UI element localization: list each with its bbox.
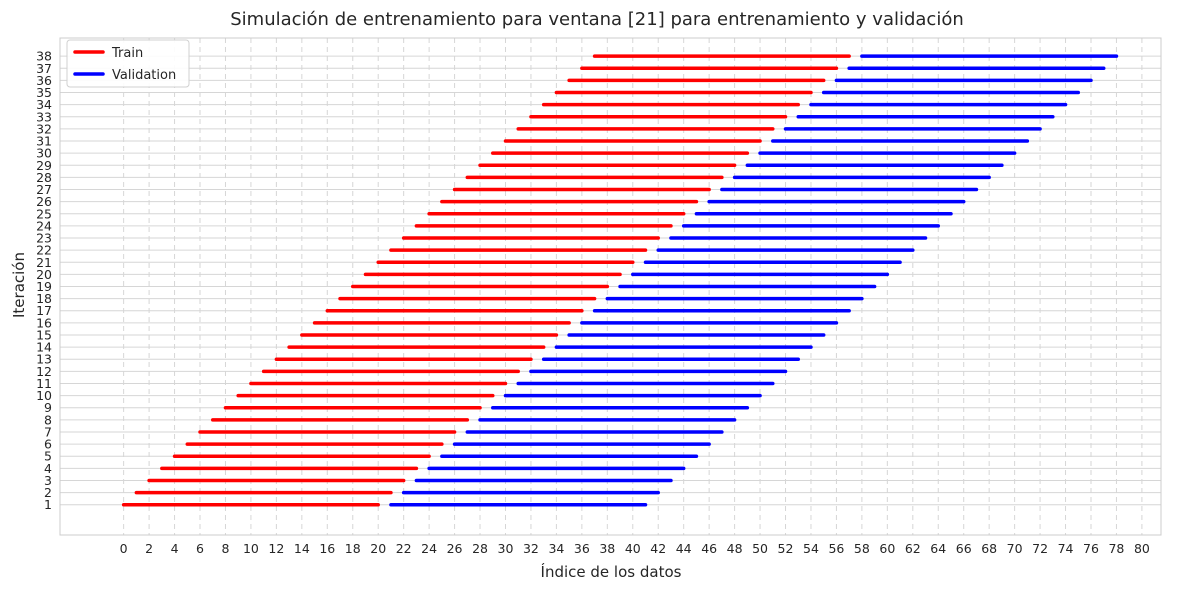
x-tick-label: 40 — [625, 541, 641, 556]
y-tick-label: 38 — [36, 49, 52, 64]
y-tick-label: 17 — [36, 303, 52, 318]
y-tick-label: 8 — [44, 412, 52, 427]
x-tick-label: 42 — [650, 541, 666, 556]
y-tick-label: 25 — [36, 206, 52, 221]
y-tick-label: 32 — [36, 121, 52, 136]
x-tick-label: 34 — [548, 541, 564, 556]
x-tick-label: 78 — [1108, 541, 1124, 556]
segments — [121, 54, 1119, 507]
x-tick-label: 60 — [879, 541, 895, 556]
y-tick-label: 16 — [36, 315, 52, 330]
y-tick-label: 18 — [36, 291, 52, 306]
x-tick-label: 38 — [599, 541, 615, 556]
x-tick-label: 80 — [1134, 541, 1150, 556]
y-tick-label: 7 — [44, 424, 52, 439]
y-tick-label: 1 — [44, 497, 52, 512]
y-tick-label: 3 — [44, 473, 52, 488]
x-tick-label: 46 — [701, 541, 717, 556]
y-axis-label: Iteración — [10, 252, 28, 318]
grid — [60, 38, 1161, 535]
x-tick-label: 36 — [574, 541, 590, 556]
y-tick-label: 14 — [36, 340, 52, 355]
y-tick-label: 19 — [36, 279, 52, 294]
plot-frame — [59, 37, 1162, 536]
y-tick-label: 26 — [36, 194, 52, 209]
x-tick-label: 30 — [498, 541, 514, 556]
y-tick-label: 35 — [36, 85, 52, 100]
series-validation — [389, 54, 1119, 507]
x-tick-label: 22 — [396, 541, 412, 556]
x-ticks: 0 2 4 6 8 10 12 14 16 18 20 22 24 26 28 30 32 34 36 38 40 42 4… — [120, 541, 1150, 556]
x-axis-label: Índice de los datos — [541, 562, 682, 581]
y-tick-label: 23 — [36, 231, 52, 246]
y-tick-label: 33 — [36, 109, 52, 124]
x-tick-label: 0 — [120, 541, 128, 556]
y-tick-label: 9 — [44, 400, 52, 415]
y-tick-label: 36 — [36, 73, 52, 88]
legend: Train Validation — [66, 39, 190, 88]
y-ticks: 1234567891011121314151617181920212223242… — [36, 49, 52, 513]
x-tick-label: 24 — [421, 541, 437, 556]
x-tick-label: 10 — [243, 541, 259, 556]
y-tick-label: 29 — [36, 158, 52, 173]
legend-label-validation: Validation — [112, 68, 176, 83]
x-tick-label: 16 — [319, 541, 335, 556]
x-tick-label: 18 — [345, 541, 361, 556]
x-tick-label: 62 — [905, 541, 921, 556]
x-tick-label: 70 — [1007, 541, 1023, 556]
y-tick-label: 34 — [36, 97, 52, 112]
x-tick-label: 58 — [854, 541, 870, 556]
x-tick-label: 56 — [828, 541, 844, 556]
x-tick-label: 48 — [727, 541, 743, 556]
y-tick-label: 15 — [36, 327, 52, 342]
y-tick-label: 4 — [44, 461, 52, 476]
x-tick-label: 14 — [294, 541, 310, 556]
x-tick-label: 12 — [268, 541, 284, 556]
x-tick-label: 74 — [1058, 541, 1074, 556]
y-tick-label: 37 — [36, 61, 52, 76]
y-tick-label: 20 — [36, 267, 52, 282]
y-tick-label: 28 — [36, 170, 52, 185]
x-tick-label: 2 — [145, 541, 153, 556]
x-tick-label: 26 — [447, 541, 463, 556]
x-tick-label: 6 — [196, 541, 204, 556]
x-tick-label: 4 — [171, 541, 179, 556]
y-tick-label: 2 — [44, 485, 52, 500]
x-tick-label: 76 — [1083, 541, 1099, 556]
y-tick-label: 11 — [36, 376, 52, 391]
y-tick-label: 12 — [36, 364, 52, 379]
y-tick-label: 13 — [36, 352, 52, 367]
x-tick-label: 20 — [370, 541, 386, 556]
y-tick-label: 22 — [36, 243, 52, 258]
y-tick-label: 6 — [44, 437, 52, 452]
chart-title: Simulación de entrenamiento para ventana… — [230, 9, 964, 30]
x-tick-label: 64 — [930, 541, 946, 556]
x-tick-label: 52 — [778, 541, 794, 556]
x-tick-label: 68 — [981, 541, 997, 556]
x-tick-label: 66 — [956, 541, 972, 556]
x-tick-label: 50 — [752, 541, 768, 556]
y-tick-label: 21 — [36, 255, 52, 270]
series-train — [121, 54, 851, 507]
x-tick-label: 72 — [1032, 541, 1048, 556]
y-tick-label: 31 — [36, 134, 52, 149]
y-tick-label: 30 — [36, 146, 52, 161]
x-tick-label: 8 — [221, 541, 229, 556]
y-tick-label: 24 — [36, 218, 52, 233]
y-tick-label: 10 — [36, 388, 52, 403]
x-tick-label: 32 — [523, 541, 539, 556]
x-tick-label: 54 — [803, 541, 819, 556]
y-tick-label: 5 — [44, 449, 52, 464]
y-tick-label: 27 — [36, 182, 52, 197]
x-tick-label: 28 — [472, 541, 488, 556]
x-tick-label: 44 — [676, 541, 692, 556]
legend-label-train: Train — [111, 46, 143, 61]
